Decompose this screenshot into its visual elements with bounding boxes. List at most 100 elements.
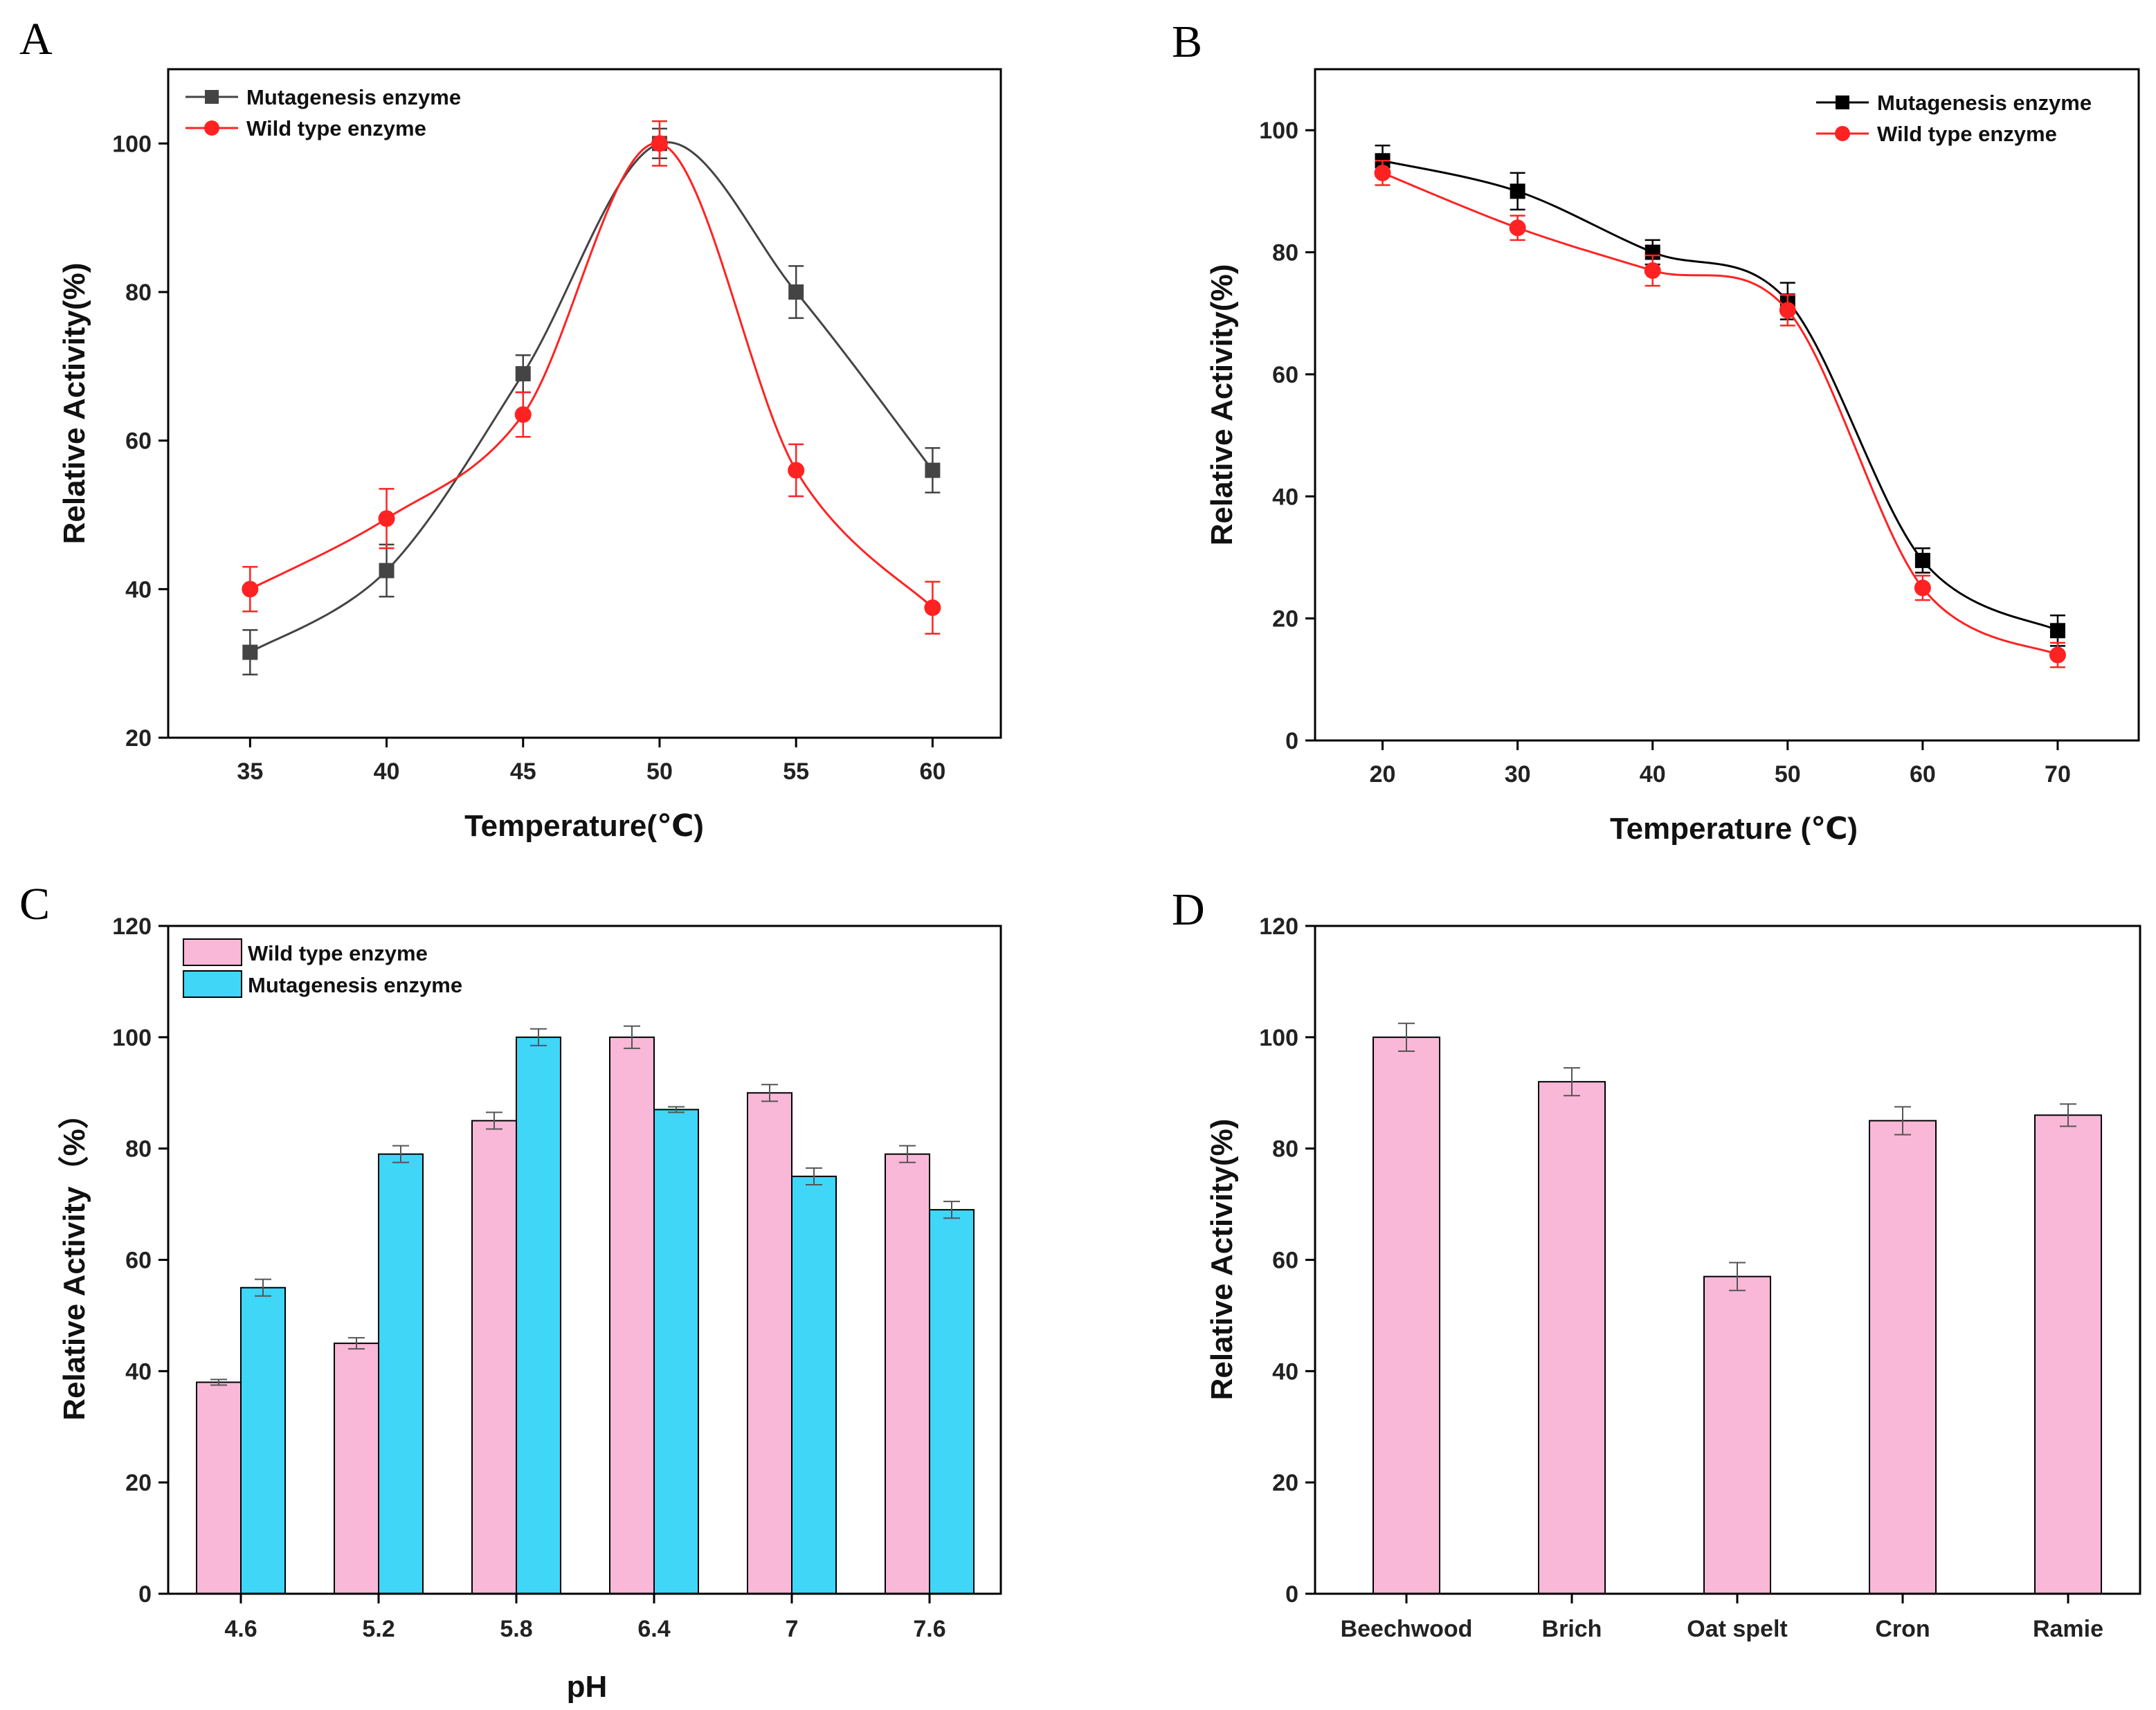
bar-c-0 <box>334 1343 379 1594</box>
data-point-b-1 <box>1779 302 1796 319</box>
y-tick-label-c: 100 <box>112 1025 152 1051</box>
panel-b: B 0 20 40 60 80 100 20 30 40 50 60 70 Temperature (… <box>1172 17 2140 846</box>
legend-marker-wildtype-b <box>1835 126 1850 141</box>
bar-d-0 <box>1869 1120 1937 1595</box>
data-point-a-1 <box>378 510 395 527</box>
data-point-a-0 <box>242 644 258 660</box>
plot-frame-d <box>1314 925 2141 1595</box>
data-point-b-1 <box>1914 579 1931 597</box>
x-tick-label-c: 7.6 <box>913 1616 945 1642</box>
x-tick-label-c: 4.6 <box>224 1616 257 1642</box>
y-tick-label-a: 20 <box>125 725 152 752</box>
panel-letter-d: D <box>1172 884 1205 935</box>
series-line-b-1 <box>1382 172 2058 656</box>
legend-swatch-mutagenesis-c <box>183 970 242 998</box>
legend-marker-mutagenesis-b <box>1836 95 1849 109</box>
y-tick-label-b: 0 <box>1285 728 1298 754</box>
y-tick-label-d: 60 <box>1272 1248 1298 1274</box>
x-tick-label-b: 30 <box>1505 761 1531 788</box>
y-tick-label-a: 80 <box>125 280 152 306</box>
x-tick-label-c: 5.2 <box>362 1616 395 1642</box>
bar-c-1 <box>378 1153 424 1595</box>
y-tick-label-a: 60 <box>125 428 152 455</box>
y-tick-label-c: 120 <box>112 913 152 940</box>
y-tick-label-c: 20 <box>125 1470 152 1496</box>
legend-marker-mutagenesis-a <box>205 90 219 104</box>
x-axis-label-c: pH <box>567 1670 608 1704</box>
legend-label-wildtype-c: Wild type enzyme <box>248 941 428 965</box>
plot-frame-a <box>167 68 1002 739</box>
y-tick-label-b: 40 <box>1272 484 1298 510</box>
x-tick-label-a: 55 <box>783 758 809 785</box>
y-tick-label-d: 40 <box>1272 1358 1298 1385</box>
x-tick-label-b: 20 <box>1370 761 1396 788</box>
legend-label-mutagenesis-c: Mutagenesis enzyme <box>248 973 462 997</box>
bar-d-0 <box>1373 1036 1440 1595</box>
bar-c-0 <box>609 1036 655 1595</box>
legend-b: Mutagenesis enzyme Wild type enzyme <box>1816 91 2092 146</box>
legend-swatch-wildtype-c <box>183 938 242 966</box>
bar-d-0 <box>2034 1114 2102 1594</box>
plot-frame-c <box>167 925 1002 1595</box>
y-axis-label-b: Relative Activity(%) <box>1205 264 1239 546</box>
panel-letter-b: B <box>1172 17 1202 67</box>
x-axis-label-a: Temperature(℃) <box>464 809 704 843</box>
x-tick-label-a: 35 <box>237 758 263 785</box>
bar-c-1 <box>791 1175 837 1594</box>
bar-c-1 <box>240 1286 286 1595</box>
y-tick-label-c: 60 <box>125 1248 152 1274</box>
panel-c: C 0 20 40 60 80 100 120 4.6 5.2 5.8 6.4 7 7.6 pH Rel… <box>19 879 1002 1704</box>
x-tick-label-c: 7 <box>786 1616 799 1642</box>
bar-c-0 <box>196 1381 242 1594</box>
y-tick-label-c: 80 <box>125 1136 152 1163</box>
y-tick-label-d: 100 <box>1259 1025 1298 1051</box>
bar-c-0 <box>471 1120 517 1595</box>
data-point-b-1 <box>1509 219 1526 237</box>
data-point-b-1 <box>1374 164 1391 181</box>
legend-a: Mutagenesis enzyme Wild type enzyme <box>185 85 461 140</box>
legend-label-wildtype-a: Wild type enzyme <box>246 116 426 140</box>
bar-c-1 <box>653 1109 699 1594</box>
y-tick-label-a: 40 <box>125 576 152 603</box>
y-tick-label-b: 60 <box>1272 362 1298 388</box>
data-point-a-1 <box>242 581 259 598</box>
x-tick-label-a: 45 <box>510 758 536 785</box>
data-point-a-1 <box>651 135 668 152</box>
data-point-a-0 <box>379 563 395 579</box>
y-axis-label-c: Relative Activity（%） <box>57 1098 91 1420</box>
bar-c-0 <box>747 1092 792 1594</box>
x-tick-label-d: Cron <box>1875 1616 1930 1642</box>
x-tick-label-b: 70 <box>2045 761 2071 788</box>
bar-c-0 <box>885 1153 930 1595</box>
data-point-a-1 <box>924 599 941 617</box>
data-point-a-1 <box>514 406 532 424</box>
y-tick-label-a: 100 <box>112 131 152 157</box>
x-axis-label-b: Temperature (℃) <box>1610 812 1858 846</box>
data-point-b-0 <box>1914 552 1930 568</box>
y-tick-label-c: 0 <box>138 1581 152 1608</box>
data-point-a-0 <box>515 366 531 382</box>
y-tick-label-b: 80 <box>1272 240 1298 266</box>
x-tick-label-a: 60 <box>919 758 945 785</box>
series-line-a-0 <box>249 141 934 653</box>
bar-c-1 <box>929 1209 975 1594</box>
data-point-b-1 <box>1644 262 1661 279</box>
data-point-a-0 <box>925 462 941 478</box>
x-tick-label-a: 40 <box>374 758 400 785</box>
data-point-b-0 <box>2049 623 2065 639</box>
plot-frame-b <box>1314 68 2140 742</box>
series-line-b-0 <box>1382 159 2058 632</box>
data-point-a-0 <box>788 284 804 300</box>
data-point-a-1 <box>788 462 805 479</box>
legend-label-mutagenesis-b: Mutagenesis enzyme <box>1877 91 2092 115</box>
legend-label-wildtype-b: Wild type enzyme <box>1877 122 2057 146</box>
panel-letter-a: A <box>19 14 53 64</box>
bar-d-0 <box>1703 1275 1771 1594</box>
x-tick-label-d: Ramie <box>2033 1616 2103 1642</box>
series-line-a-1 <box>249 142 934 609</box>
y-axis-label-a: Relative Activity(%) <box>57 263 91 545</box>
legend-c: Wild type enzyme Mutagenesis enzyme <box>183 938 462 998</box>
panel-letter-c: C <box>19 879 50 929</box>
x-tick-label-d: Beechwood <box>1341 1616 1473 1642</box>
